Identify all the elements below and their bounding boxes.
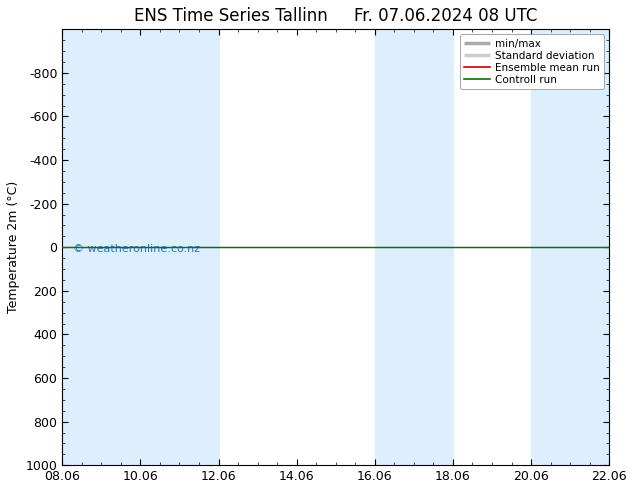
- Bar: [140, 29, 219, 465]
- Bar: [62, 29, 140, 465]
- Legend: min/max, Standard deviation, Ensemble mean run, Controll run: min/max, Standard deviation, Ensemble me…: [460, 34, 604, 89]
- Title: ENS Time Series Tallinn     Fr. 07.06.2024 08 UTC: ENS Time Series Tallinn Fr. 07.06.2024 0…: [134, 7, 538, 25]
- Text: © weatheronline.co.nz: © weatheronline.co.nz: [73, 245, 200, 254]
- Bar: [531, 29, 609, 465]
- Bar: [375, 29, 453, 465]
- Y-axis label: Temperature 2m (°C): Temperature 2m (°C): [7, 181, 20, 314]
